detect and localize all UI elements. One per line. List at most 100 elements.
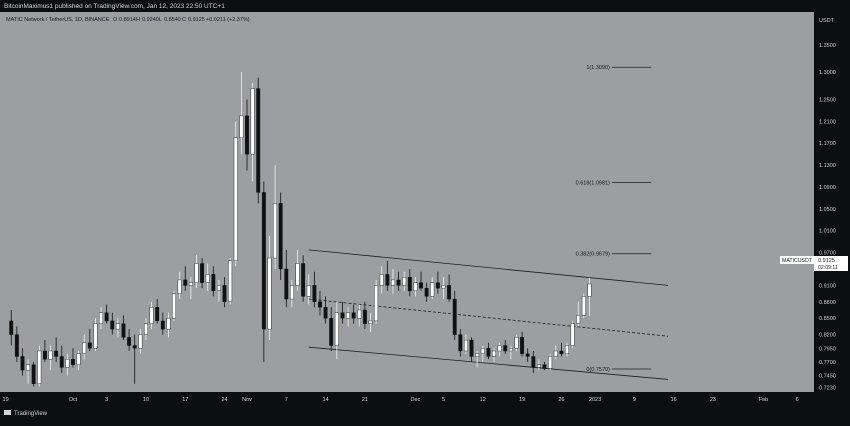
candle-body	[452, 298, 457, 335]
channel-upper-line	[308, 249, 669, 286]
candle-body	[76, 353, 81, 365]
candle-body	[525, 353, 530, 357]
candle-body	[379, 274, 384, 286]
candle-body	[172, 293, 176, 319]
candle-body	[334, 312, 339, 346]
candle-body	[357, 309, 362, 319]
candle-body	[531, 356, 536, 368]
y-tick-label: 1.2500	[819, 97, 836, 103]
candle-body	[115, 323, 120, 330]
symbol-tag-box	[780, 256, 814, 264]
y-tick-label: 1.0500	[819, 207, 836, 213]
x-tick-label: 9	[633, 397, 636, 403]
y-tick-label: 1.3500	[819, 43, 836, 49]
y-tick-label: 0.7230	[819, 386, 836, 392]
candle-body	[486, 348, 491, 357]
candle-body	[127, 337, 132, 346]
candle-body	[318, 301, 322, 308]
ohlc-low-label: L	[159, 17, 162, 23]
candle-body	[362, 309, 367, 324]
candle-body	[71, 358, 75, 365]
candle-body	[295, 263, 300, 286]
ohlc-change: +0.0211 (+2.37%)	[206, 17, 250, 23]
y-tick-label: 0.7700	[819, 360, 836, 366]
candle-body	[419, 282, 423, 289]
ohlc-open-label: O	[113, 17, 118, 23]
candle-body	[132, 345, 137, 349]
candle-body	[216, 285, 221, 292]
x-tick-label: 21	[362, 397, 368, 403]
y-tick-label: 0.9100	[819, 283, 836, 289]
candle-body	[570, 323, 575, 346]
y-tick-label: 0.9700	[819, 251, 836, 257]
price-tag-value: 0.9125	[818, 258, 835, 264]
candle-body	[553, 350, 558, 357]
candle-body	[48, 350, 53, 360]
candle-body	[424, 287, 429, 297]
y-tick-label: 0.8800	[819, 300, 836, 306]
candle-body	[160, 320, 165, 330]
x-tick-label: Oct	[69, 397, 78, 403]
candle-body	[239, 115, 244, 138]
candle-body	[536, 364, 541, 368]
symbol-tag-label: MATICUSDT	[782, 258, 813, 264]
candle-body	[194, 263, 199, 283]
ohlc-open: 0.8914	[119, 17, 136, 23]
y-tick-label: 1.3000	[819, 70, 836, 76]
y-tick-label: 0.7950	[819, 346, 836, 352]
candle-body	[188, 282, 193, 286]
candle-body	[346, 312, 350, 319]
candle-body	[222, 285, 227, 302]
price-tag-box	[814, 256, 848, 271]
candle-body	[211, 274, 216, 292]
y-tick-label: 1.0900	[819, 185, 836, 191]
candle-body	[492, 350, 496, 357]
candle-body	[323, 307, 328, 319]
channel-mid-line	[308, 298, 669, 337]
candle-body	[26, 364, 31, 371]
candle-body	[559, 350, 564, 354]
candle-body	[301, 263, 306, 297]
candle-body	[475, 353, 480, 357]
candle-body	[14, 334, 19, 357]
candle-body	[402, 276, 407, 286]
candle-body	[329, 317, 334, 346]
ohlc-low: 0.8540	[164, 17, 181, 23]
x-tick-label: 7	[285, 397, 288, 403]
candle-body	[200, 263, 205, 283]
candle-body	[256, 88, 261, 193]
x-tick-label: 19	[519, 397, 525, 403]
x-tick-label: 19	[3, 397, 9, 403]
candle-body	[183, 279, 188, 286]
candle-body	[59, 356, 64, 368]
candle-body	[441, 285, 446, 289]
candle-body	[20, 356, 25, 371]
candle-body	[31, 364, 36, 384]
fib-level-label: 0.618(1.0981)	[576, 181, 610, 187]
plot-area	[0, 12, 814, 392]
candle-body	[413, 282, 418, 292]
candle-body	[87, 342, 92, 349]
x-tick-label: 14	[323, 397, 329, 403]
candle-body	[447, 285, 452, 300]
candle-body	[407, 276, 412, 292]
y-tick-label: 0.7450	[819, 374, 836, 380]
candle-body	[54, 350, 59, 357]
candle-body	[205, 274, 210, 283]
candle-body	[385, 274, 390, 286]
candle-body	[99, 312, 103, 324]
candle-body	[228, 260, 233, 302]
candle-body	[245, 115, 249, 155]
candle-body	[110, 320, 115, 330]
candle-body	[37, 350, 42, 384]
candle-body	[458, 334, 463, 352]
candle-body	[340, 312, 345, 319]
x-tick-label: 2023	[589, 397, 601, 403]
candle-body	[261, 192, 266, 330]
price-axis-area	[814, 12, 850, 392]
candle-body	[121, 323, 126, 338]
candle-body	[435, 282, 440, 289]
fib-level-label: 1(1.3090)	[586, 65, 610, 71]
candle-body	[144, 323, 148, 335]
